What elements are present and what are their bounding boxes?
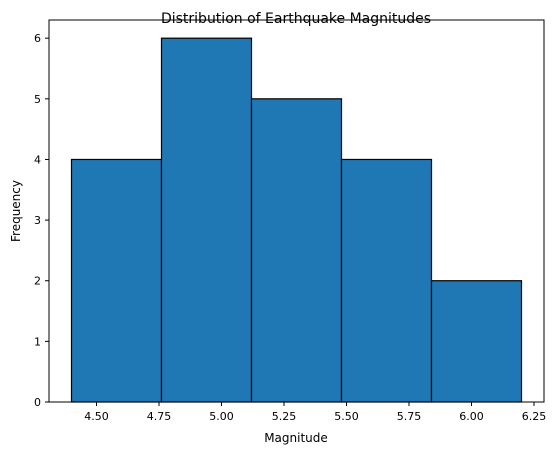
x-tick-label: 5.75 [397, 410, 422, 423]
y-axis-label: Frequency [9, 180, 23, 242]
y-tick-label: 1 [34, 335, 41, 348]
y-tick-label: 2 [34, 275, 41, 288]
x-tick-label: 5.25 [272, 410, 297, 423]
histogram-bar-5 [430, 280, 523, 403]
x-tick-label: 6.00 [459, 410, 484, 423]
x-axis-label: Magnitude [264, 431, 328, 445]
y-tick-label: 6 [34, 32, 41, 45]
x-tick-label: 5.00 [209, 410, 234, 423]
y-axis-ticks: 0 1 2 3 4 5 6 [34, 32, 49, 409]
y-tick-label: 5 [34, 93, 41, 106]
y-tick-label: 3 [34, 214, 41, 227]
x-tick-label: 4.50 [84, 410, 109, 423]
histogram-bar-4 [340, 158, 433, 403]
histogram-bar-2 [160, 37, 253, 403]
histogram-bar-1 [70, 158, 163, 403]
bars-group [70, 37, 523, 403]
x-tick-label: 5.50 [334, 410, 359, 423]
x-tick-label: 4.75 [147, 410, 172, 423]
x-axis-ticks: 4.50 4.75 5.00 5.25 5.50 5.75 6.00 6.25 [84, 402, 546, 423]
x-tick-label: 6.25 [522, 410, 547, 423]
chart-title: Distribution of Earthquake Magnitudes [161, 11, 431, 27]
y-tick-label: 4 [34, 153, 41, 166]
y-tick-label: 0 [34, 396, 41, 409]
histogram-bar-3 [250, 98, 343, 403]
plot-frame [48, 19, 545, 403]
